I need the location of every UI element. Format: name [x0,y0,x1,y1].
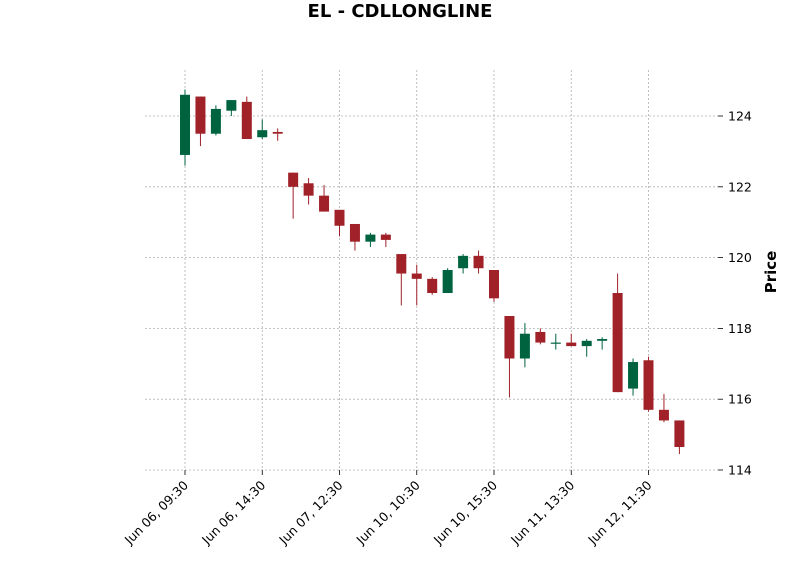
x-tick-label: Jun 06, 14:30 [198,477,268,547]
candle-body [349,223,360,242]
candle [597,337,608,350]
y-tick-label: 124 [728,109,752,124]
candle [380,232,391,247]
candle [210,105,221,136]
candle [550,333,561,350]
candle-body [319,195,330,212]
candle [334,209,345,237]
candle-body [195,96,206,134]
candle-body [396,254,407,274]
candle-body [458,255,469,269]
candle-body [257,130,268,138]
candle [226,100,237,117]
y-tick-label: 118 [728,321,752,336]
x-tick-label: Jun 12, 11:30 [584,477,654,547]
candle [519,323,530,368]
candle [535,328,546,345]
candle-body [504,316,515,359]
candle-body [365,234,376,242]
candle-body [519,333,530,359]
candle [442,268,453,294]
candle-body [674,420,685,447]
candle-body [597,339,608,341]
candle-body [535,331,546,343]
candle [303,177,314,205]
candle-body [288,172,299,187]
chart-title: EL - CDLLONGLINE [308,1,493,22]
candle-body [411,273,422,279]
candle [195,96,206,147]
candle [272,128,283,141]
x-tick-label: Jun 06, 09:30 [121,477,191,547]
candle-body [489,270,499,299]
candle-body [473,255,484,269]
candle-body [628,362,639,389]
candle [458,254,469,274]
candle [674,420,685,455]
candle-layer [180,89,685,455]
x-tick-label: Jun 10, 15:30 [430,477,500,547]
candle-body [303,183,314,196]
candle-body [272,131,283,134]
candle [427,277,438,295]
candle-body [380,234,391,240]
candle [288,172,299,219]
candle-body [612,293,623,393]
x-tick-label: Jun 07, 12:30 [275,477,345,547]
candle-body [581,340,592,347]
y-tick-label: 114 [728,463,752,478]
candle [319,185,330,212]
candle [612,273,623,393]
y-axis-label: Price [762,251,780,294]
candle [504,316,515,398]
candle [396,254,407,306]
y-tick-label: 116 [728,392,752,407]
candle [349,223,360,251]
candle-body [566,342,577,347]
candle-body [241,101,252,140]
candle-body [658,409,669,421]
candle [489,270,499,302]
candle-body [550,342,561,344]
candle [365,232,376,247]
candle-body [643,360,654,410]
candle-body [334,209,345,226]
candle-body [180,94,190,155]
candle [658,393,669,423]
candle [628,358,639,396]
candle [257,119,268,140]
candle-body [210,108,221,134]
y-tick-label: 122 [728,179,752,194]
candle [241,96,252,140]
candle [180,89,190,166]
candle-body [226,100,237,111]
candle-body [427,278,438,294]
x-tick-label: Jun 10, 10:30 [353,477,423,547]
y-tick-label: 120 [728,250,752,265]
candle [411,264,422,306]
candle [581,339,592,357]
candle-body [442,270,453,294]
grid-layer [145,70,718,471]
candle [643,356,654,412]
x-tick-label: Jun 11, 13:30 [507,477,577,547]
candle [473,250,484,274]
candle [566,333,577,347]
